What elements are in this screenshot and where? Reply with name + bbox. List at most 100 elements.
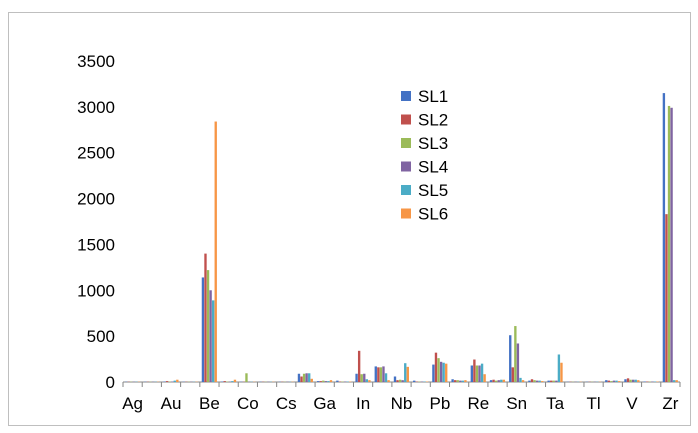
bar-Pb-SL1 bbox=[432, 364, 435, 382]
bar-Be-SL3 bbox=[206, 270, 210, 382]
bar-Cu-SL5 bbox=[308, 373, 311, 382]
bar-Sb-SL4 bbox=[497, 380, 500, 382]
bar-U-SL5 bbox=[615, 380, 618, 382]
bar-Nb-SL4 bbox=[401, 380, 404, 382]
bar-Re-SL6 bbox=[483, 374, 486, 382]
bar-Pb-SL5 bbox=[442, 362, 445, 382]
bar-Be-SL1 bbox=[201, 277, 205, 382]
bar-Sb-SL3 bbox=[494, 380, 498, 382]
legend-label-SL6: SL6 bbox=[418, 205, 448, 224]
bar-Cu-SL2 bbox=[300, 376, 303, 382]
bar-In-SL2 bbox=[357, 350, 361, 382]
bar-V-SL2 bbox=[626, 378, 630, 382]
bar-Cu-SL4 bbox=[305, 373, 308, 382]
bar-Be-SL4 bbox=[209, 290, 212, 382]
bar-Pb-SL2 bbox=[434, 352, 438, 382]
bar-Sr-SL2 bbox=[530, 379, 534, 382]
bar-V-SL6 bbox=[637, 380, 640, 382]
bar-Nb-SL5 bbox=[404, 363, 407, 382]
x-axis-tick-labels: Ag Au Be Co Cs Ga In Nb Pb Re Sn Ta Tl V Zr bbox=[122, 394, 679, 413]
bar-Nb-SL6 bbox=[406, 366, 409, 382]
bar-Nb-SL1 bbox=[393, 376, 397, 382]
bar-Be-SL5 bbox=[211, 300, 215, 382]
legend: SL1 SL2 SL3 SL4 SL5 SL6 bbox=[401, 87, 448, 224]
chart-frame: 0 500 1000 1500 2000 2500 3000 3500 Ag Au Be Co Cs G… bbox=[8, 12, 691, 426]
legend-label-SL5: SL5 bbox=[418, 181, 448, 200]
bar-Ta-SL1 bbox=[547, 380, 550, 382]
bar-In-SL4 bbox=[363, 373, 366, 382]
bar-V-SL5 bbox=[634, 379, 637, 382]
bar-Hf-SL1 bbox=[336, 380, 339, 382]
x-tick-label: In bbox=[356, 394, 370, 413]
bar-U-SL4 bbox=[612, 380, 616, 382]
bar-Cu-SL1 bbox=[297, 373, 301, 382]
x-tick-label: Ta bbox=[546, 394, 565, 413]
x-tick-label: Re bbox=[467, 394, 489, 413]
bar-Zr-SL2 bbox=[665, 214, 668, 382]
bar-Sr-SL4 bbox=[535, 380, 539, 382]
bar-Sr-SL1 bbox=[528, 380, 531, 382]
legend-label-SL3: SL3 bbox=[418, 134, 448, 153]
x-tick-label: Zr bbox=[662, 394, 678, 413]
bars bbox=[124, 93, 678, 382]
bar-U-SL2 bbox=[607, 380, 611, 382]
bar-Rb-SL5 bbox=[461, 380, 465, 382]
x-tick-label: Ga bbox=[313, 394, 336, 413]
legend-label-SL1: SL1 bbox=[418, 87, 448, 106]
x-tick-label: Cs bbox=[276, 394, 297, 413]
bar-Pb-SL4 bbox=[439, 361, 443, 382]
bar-Re-SL1 bbox=[470, 365, 474, 382]
x-tick-label: Co bbox=[237, 394, 259, 413]
y-tick-label: 2000 bbox=[77, 190, 115, 209]
bar-Ga-SL4 bbox=[324, 381, 328, 382]
bar-Cu-SL3 bbox=[302, 373, 306, 382]
bar-V-SL3 bbox=[629, 379, 632, 382]
bar-Li-SL2 bbox=[377, 367, 380, 382]
bar-Li-SL4 bbox=[382, 366, 385, 382]
y-tick-label: 2500 bbox=[77, 144, 115, 163]
bar-V-SL4 bbox=[631, 379, 635, 382]
x-tick-label: Be bbox=[199, 394, 220, 413]
bar-Sn-SL5 bbox=[519, 377, 522, 382]
bar-Re-SL2 bbox=[473, 359, 476, 382]
bar-Au-SL6 bbox=[176, 379, 179, 382]
bar-Zr-SL6 bbox=[675, 380, 678, 382]
bar-Au-SL5 bbox=[173, 380, 176, 382]
x-tick-label: Tl bbox=[586, 394, 600, 413]
bar-Bi-SL5 bbox=[231, 381, 234, 382]
bar-Bi-SL2 bbox=[223, 381, 226, 382]
bar-Zr-SL1 bbox=[662, 93, 666, 382]
x-tick-label: Sn bbox=[506, 394, 527, 413]
bar-Li-SL5 bbox=[384, 373, 388, 382]
bar-Li-SL1 bbox=[374, 366, 377, 382]
bar-Re-SL4 bbox=[478, 365, 481, 382]
y-axis-tick-labels: 0 500 1000 1500 2000 2500 3000 3500 bbox=[77, 52, 115, 392]
bar-Ni-SL1 bbox=[413, 380, 416, 382]
bar-Be-SL6 bbox=[214, 121, 217, 382]
legend-swatch-SL6 bbox=[401, 208, 411, 219]
bar-Nb-SL2 bbox=[396, 380, 399, 382]
bar-Sn-SL6 bbox=[521, 380, 525, 382]
plot-area bbox=[122, 381, 681, 387]
bar-Sb-SL6 bbox=[502, 379, 506, 382]
bar-Zr-SL3 bbox=[667, 105, 671, 382]
y-tick-label: 3500 bbox=[77, 52, 115, 71]
legend-swatch-SL2 bbox=[401, 114, 411, 125]
bar-Re-SL3 bbox=[475, 365, 479, 382]
bar-Sr-SL3 bbox=[533, 380, 536, 382]
bar-Rb-SL6 bbox=[464, 380, 467, 382]
legend-swatch-SL4 bbox=[401, 161, 411, 172]
bar-U-SL1 bbox=[605, 380, 608, 382]
legend-swatch-SL3 bbox=[401, 138, 411, 148]
bar-Nb-SL3 bbox=[398, 379, 402, 382]
bar-Sb-SL1 bbox=[489, 380, 493, 382]
bar-Sb-SL2 bbox=[492, 379, 495, 382]
legend-label-SL2: SL2 bbox=[418, 111, 448, 130]
bar-Bi-SL6 bbox=[233, 379, 237, 382]
bar-Ga-SL2 bbox=[319, 381, 322, 382]
bar-Co-SL3 bbox=[245, 373, 248, 382]
bar-U-SL3 bbox=[610, 381, 613, 382]
bar-In-SL3 bbox=[360, 374, 363, 382]
bar-Sn-SL2 bbox=[511, 367, 514, 382]
x-tick-label: Pb bbox=[430, 394, 451, 413]
